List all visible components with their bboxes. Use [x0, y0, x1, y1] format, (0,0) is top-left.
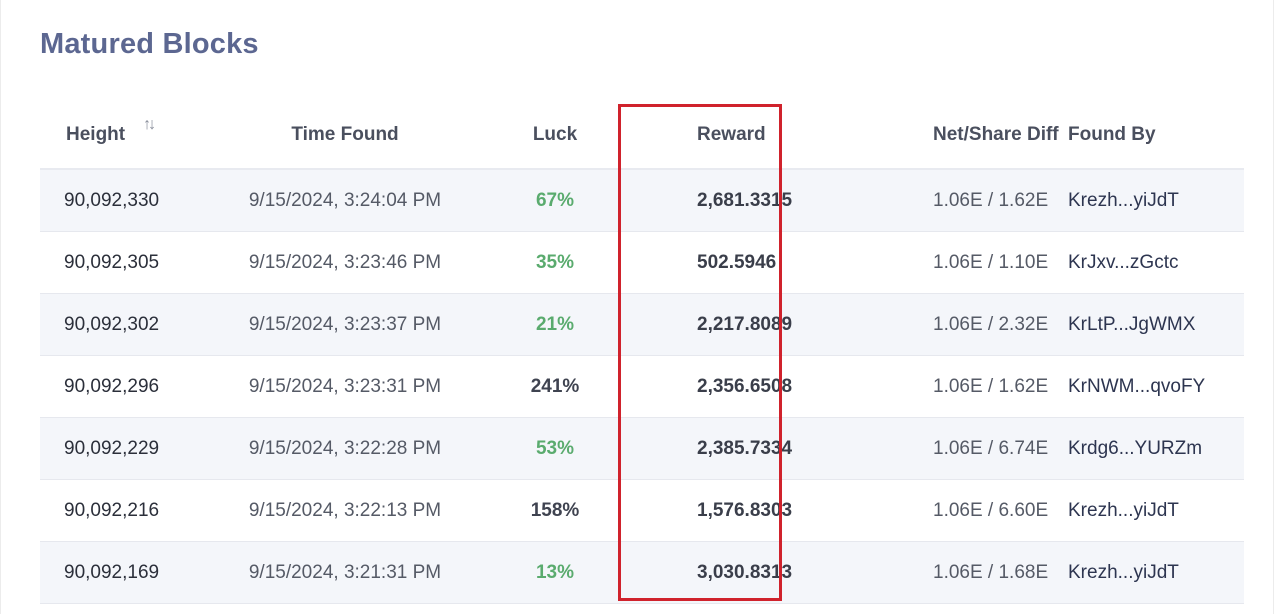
cell-luck: 158% — [530, 499, 580, 521]
table-row[interactable]: 90,092,305 9/15/2024, 3:23:46 PM 35% 502.59… — [40, 232, 1244, 294]
cell-height: 90,092,302 — [64, 313, 160, 335]
cell-net-share-diff: 1.06E / 1.10E — [933, 251, 1049, 273]
cell-found-by[interactable]: Krezh...yiJdT — [1068, 189, 1179, 211]
cell-found-by[interactable]: KrJxv...zGctc — [1068, 251, 1179, 273]
cell-net-share-diff: 1.06E / 6.60E — [933, 499, 1049, 521]
cell-height: 90,092,216 — [64, 499, 160, 521]
cell-time-found: 9/15/2024, 3:22:13 PM — [248, 499, 442, 521]
cell-reward: 1,576.8303 — [697, 499, 793, 521]
cell-luck: 67% — [535, 189, 575, 211]
cell-height: 90,092,169 — [64, 561, 160, 583]
cell-time-found: 9/15/2024, 3:21:31 PM — [248, 561, 442, 583]
cell-height: 90,092,305 — [64, 251, 160, 273]
cell-height: 90,092,296 — [64, 375, 160, 397]
table-row[interactable]: 90,092,302 9/15/2024, 3:23:37 PM 21% 2,217.… — [40, 294, 1244, 356]
cell-time-found: 9/15/2024, 3:24:04 PM — [248, 189, 442, 211]
cell-net-share-diff: 1.06E / 1.62E — [933, 189, 1049, 211]
sort-arrows-icon[interactable]: ↑↓ — [143, 116, 156, 133]
table-row[interactable]: 90,092,216 9/15/2024, 3:22:13 PM 158% 1,576… — [40, 480, 1244, 542]
cell-found-by[interactable]: KrLtP...JgWMX — [1068, 313, 1196, 335]
cell-reward: 2,385.7334 — [697, 437, 793, 459]
cell-reward: 2,356.6508 — [697, 375, 793, 397]
cell-found-by[interactable]: KrNWM...qvoFY — [1068, 375, 1206, 397]
cell-found-by[interactable]: Krezh...yiJdT — [1068, 561, 1179, 583]
cell-time-found: 9/15/2024, 3:22:28 PM — [248, 437, 442, 459]
cell-net-share-diff: 1.06E / 2.32E — [933, 313, 1049, 335]
table-row[interactable]: 90,092,229 9/15/2024, 3:22:28 PM 53% 2,385.… — [40, 418, 1244, 480]
table-row[interactable]: 90,092,330 9/15/2024, 3:24:04 PM 67% 2,681.… — [40, 170, 1244, 232]
cell-reward: 2,681.3315 — [697, 189, 793, 211]
cell-net-share-diff: 1.06E / 1.68E — [933, 561, 1049, 583]
page-right-edge — [1273, 0, 1274, 614]
cell-luck: 241% — [530, 375, 580, 397]
table-row[interactable]: 90,092,169 9/15/2024, 3:21:31 PM 13% 3,030.… — [40, 542, 1244, 604]
column-header-found-by: Found By — [1068, 124, 1156, 145]
cell-found-by[interactable]: Krdg6...YURZm — [1068, 437, 1203, 459]
cell-net-share-diff: 1.06E / 1.62E — [933, 375, 1049, 397]
column-header-net-share-diff: Net/Share Diff — [933, 124, 1059, 145]
cell-height: 90,092,330 — [64, 189, 160, 211]
column-header-luck: Luck — [532, 124, 578, 145]
cell-height: 90,092,229 — [64, 437, 160, 459]
column-header-reward: Reward — [697, 124, 766, 145]
matured-blocks-table: Height ↑↓ Time Found Luck Reward Net/Shar… — [40, 102, 1244, 604]
cell-reward: 3,030.8313 — [697, 561, 793, 583]
cell-time-found: 9/15/2024, 3:23:31 PM — [248, 375, 442, 397]
cell-luck: 53% — [535, 437, 575, 459]
cell-reward: 2,217.8089 — [697, 313, 793, 335]
table-header: Height ↑↓ Time Found Luck Reward Net/Shar… — [40, 102, 1244, 170]
cell-luck: 13% — [535, 561, 575, 583]
cell-time-found: 9/15/2024, 3:23:46 PM — [248, 251, 442, 273]
cell-luck: 35% — [535, 251, 575, 273]
column-header-height-label: Height — [66, 124, 126, 145]
table-row[interactable]: 90,092,296 9/15/2024, 3:23:31 PM 241% 2,356… — [40, 356, 1244, 418]
cell-found-by[interactable]: Krezh...yiJdT — [1068, 499, 1179, 521]
cell-time-found: 9/15/2024, 3:23:37 PM — [248, 313, 442, 335]
page-left-edge — [0, 0, 1, 614]
cell-reward: 502.5946 — [697, 251, 777, 273]
column-header-height[interactable]: Height ↑↓ — [40, 116, 200, 146]
column-header-time-found: Time Found — [291, 124, 399, 145]
page-title: Matured Blocks — [40, 28, 259, 60]
cell-net-share-diff: 1.06E / 6.74E — [933, 437, 1049, 459]
cell-luck: 21% — [535, 313, 575, 335]
table-body: 90,092,330 9/15/2024, 3:24:04 PM 67% 2,681.… — [40, 170, 1244, 604]
